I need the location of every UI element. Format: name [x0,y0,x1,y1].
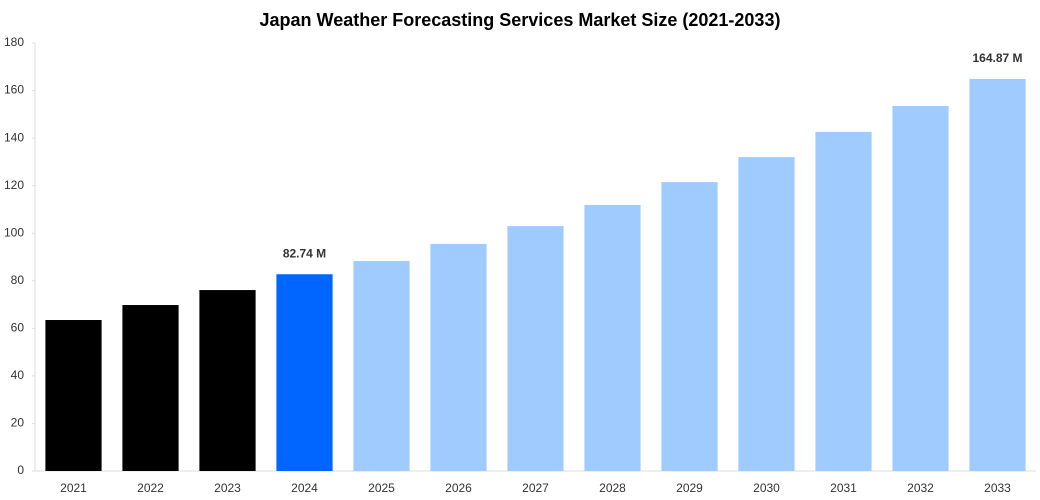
bar [276,274,333,471]
value-label: 82.74 M [283,246,326,260]
bar [584,204,641,471]
y-tick-label: 0 [17,463,24,477]
x-tick-label: 2033 [984,481,1011,495]
bar [430,243,487,471]
x-tick-label: 2029 [676,481,703,495]
bar [122,305,179,471]
y-tick-label: 100 [4,225,24,239]
chart-title: Japan Weather Forecasting Services Marke… [260,10,781,30]
x-tick-label: 2025 [368,481,395,495]
y-tick-label: 180 [4,35,24,49]
x-tick-label: 2026 [445,481,472,495]
bar [507,226,564,471]
x-tick-label: 2021 [60,481,87,495]
bar [969,78,1026,472]
bar [199,290,256,471]
bar [815,131,872,471]
y-tick-label: 140 [4,130,24,144]
x-tick-label: 2027 [522,481,549,495]
y-tick-label: 120 [4,178,24,192]
x-tick-label: 2030 [753,481,780,495]
bar [661,182,718,471]
y-tick-label: 20 [11,416,25,430]
value-label: 164.87 M [972,51,1022,65]
bar [45,320,102,471]
x-tick-label: 2023 [214,481,241,495]
bar [738,157,795,471]
x-tick-label: 2032 [907,481,934,495]
y-tick-label: 60 [11,321,25,335]
y-tick-label: 80 [11,273,25,287]
x-tick-label: 2028 [599,481,626,495]
bar [353,261,410,471]
y-tick-label: 160 [4,83,24,97]
x-tick-label: 2024 [291,481,318,495]
bar [892,106,949,471]
x-tick-label: 2022 [137,481,164,495]
x-tick-label: 2031 [830,481,857,495]
y-tick-label: 40 [11,368,25,382]
